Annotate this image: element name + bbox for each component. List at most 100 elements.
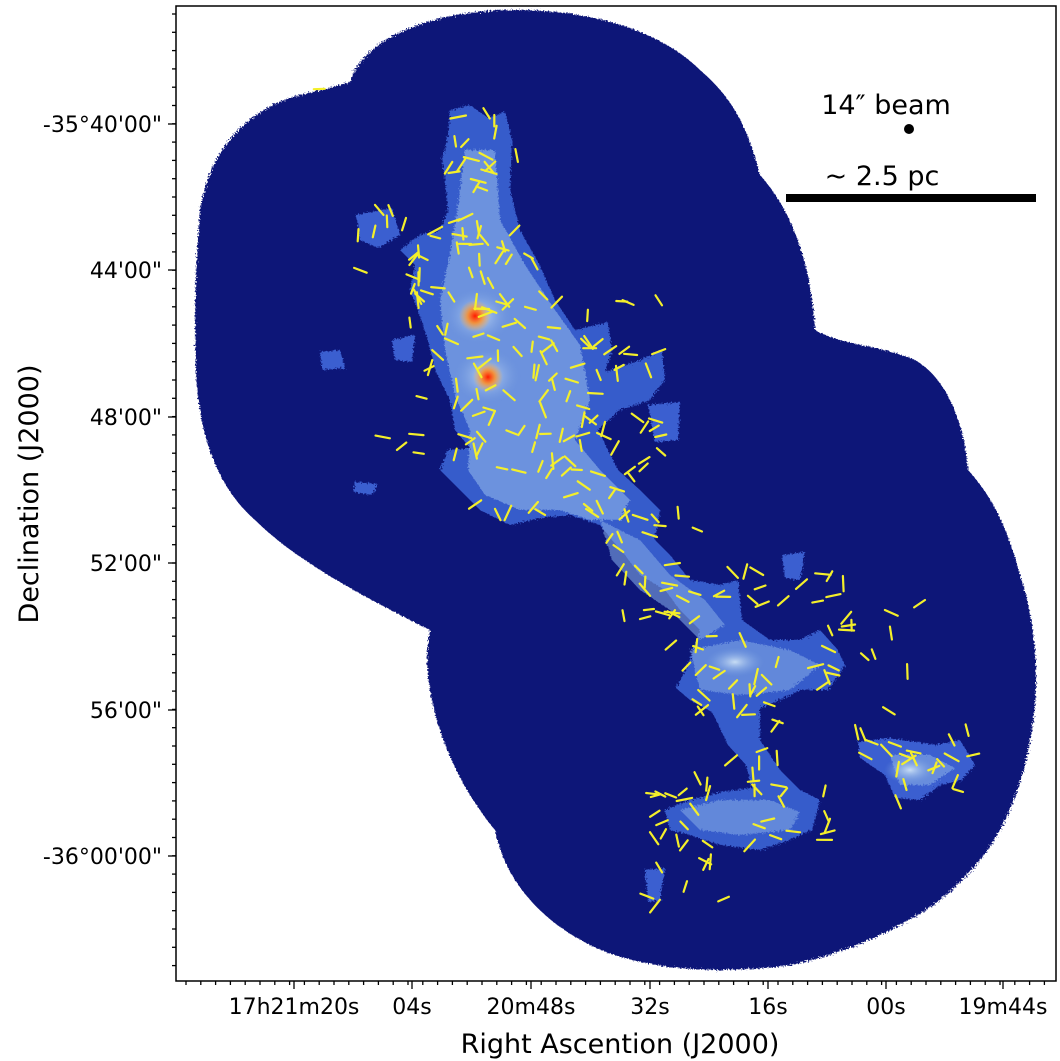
polarization-vector bbox=[815, 680, 831, 691]
polarization-vector bbox=[648, 809, 661, 818]
polarization-vector bbox=[655, 861, 664, 874]
polarization-vector bbox=[622, 352, 639, 357]
polarization-vector bbox=[785, 829, 802, 834]
polarization-vector bbox=[712, 669, 726, 680]
polarization-vector bbox=[609, 486, 626, 493]
polarization-vector bbox=[409, 282, 416, 295]
polarization-vector bbox=[412, 288, 423, 305]
polarization-vector bbox=[531, 441, 537, 453]
polarization-vector bbox=[768, 833, 783, 841]
polarization-vector bbox=[691, 644, 705, 651]
polarization-vector bbox=[822, 784, 827, 798]
polarization-vector bbox=[503, 504, 513, 522]
polarization-vector bbox=[771, 718, 784, 725]
polarization-vector bbox=[387, 204, 394, 217]
polarization-vector bbox=[583, 334, 595, 350]
polarization-vector bbox=[740, 713, 757, 717]
polarization-vector bbox=[447, 218, 461, 224]
polarization-vector bbox=[582, 502, 594, 512]
polarization-vector bbox=[694, 637, 699, 654]
polarization-vector bbox=[638, 582, 652, 597]
polarization-vector bbox=[826, 624, 834, 637]
beam-label: 14″ beam bbox=[821, 90, 951, 121]
polarization-vector bbox=[484, 384, 497, 392]
polarization-vector bbox=[760, 817, 776, 823]
polarization-vector bbox=[704, 784, 712, 802]
polarization-vector bbox=[755, 746, 769, 754]
polarization-vector bbox=[589, 470, 607, 477]
polarization-vector bbox=[888, 625, 894, 641]
polarization-vector bbox=[841, 574, 845, 593]
polarization-vector bbox=[694, 703, 710, 716]
polarization-vector bbox=[460, 398, 474, 412]
polarization-vector bbox=[472, 180, 481, 194]
polarization-vector bbox=[742, 563, 749, 580]
polarization-vector bbox=[534, 508, 547, 517]
axis-ticks bbox=[168, 13, 1046, 989]
polarization-vector bbox=[444, 322, 449, 336]
polarization-vector bbox=[550, 295, 564, 309]
polarization-vector bbox=[755, 686, 768, 697]
x-tick-label: 19m44s bbox=[959, 995, 1048, 1020]
polarization-vector bbox=[501, 321, 518, 328]
polarization-vector bbox=[675, 594, 690, 604]
polarization-vector bbox=[479, 270, 486, 285]
polarization-vector bbox=[682, 880, 689, 893]
polarization-vector bbox=[452, 395, 459, 410]
polarization-vector bbox=[689, 802, 700, 816]
polarization-vector bbox=[476, 224, 483, 240]
polarization-vector bbox=[550, 377, 556, 391]
polarization-vector bbox=[664, 792, 678, 799]
polarization-vector bbox=[701, 839, 714, 849]
polarization-vector bbox=[451, 232, 468, 238]
polarization-vector bbox=[853, 723, 860, 741]
polarization-vector bbox=[655, 447, 667, 457]
polarization-vector bbox=[495, 300, 508, 306]
polarization-vector bbox=[408, 316, 412, 329]
polarization-vector bbox=[580, 411, 586, 429]
polarization-vector bbox=[478, 233, 490, 246]
y-tick-label: 52'00" bbox=[90, 552, 162, 577]
polarization-vector bbox=[615, 563, 625, 577]
polarization-vector bbox=[545, 468, 553, 480]
polarization-vector bbox=[859, 652, 870, 662]
y-tick-label: 56'00" bbox=[90, 699, 162, 724]
polarization-vector bbox=[527, 500, 540, 514]
polarization-vector bbox=[641, 531, 659, 539]
polarization-vector bbox=[477, 357, 492, 370]
polarization-vector bbox=[881, 706, 896, 716]
polarization-vector bbox=[650, 348, 667, 356]
polarization-vector bbox=[484, 160, 497, 173]
polarization-vector bbox=[457, 433, 473, 440]
polarization-vector bbox=[586, 391, 604, 395]
polarization-vector bbox=[569, 362, 586, 369]
polarization-vector bbox=[486, 334, 501, 342]
polarization-vector bbox=[523, 305, 537, 311]
polarization-vector bbox=[825, 570, 834, 583]
polarization-vector bbox=[429, 234, 442, 240]
polarization-vector bbox=[691, 698, 703, 707]
polarization-vector bbox=[537, 335, 551, 341]
polarization-vector bbox=[618, 509, 631, 521]
polarization-vector bbox=[431, 349, 445, 361]
polarization-vector bbox=[650, 513, 660, 524]
polarization-vector bbox=[794, 578, 809, 591]
polarization-vector bbox=[681, 661, 692, 672]
polarization-vector bbox=[564, 377, 580, 384]
polarization-vector bbox=[770, 719, 781, 733]
polarization-vector bbox=[385, 214, 389, 229]
polarization-vector bbox=[443, 337, 460, 346]
polarization-vector bbox=[675, 796, 694, 803]
polarization-vector bbox=[964, 723, 970, 738]
polarization-vector bbox=[512, 345, 523, 358]
polarization-vector bbox=[415, 395, 428, 400]
polarization-vector bbox=[511, 468, 527, 474]
y-tick-label: -35°40'00" bbox=[43, 113, 162, 138]
polarization-vector bbox=[562, 434, 576, 443]
polarization-vector bbox=[723, 754, 739, 767]
polarization-vector bbox=[546, 326, 562, 330]
polarization-vector bbox=[779, 787, 789, 798]
polarization-vector bbox=[777, 795, 786, 808]
polarization-vector bbox=[453, 135, 458, 148]
polarization-vector bbox=[952, 787, 965, 794]
